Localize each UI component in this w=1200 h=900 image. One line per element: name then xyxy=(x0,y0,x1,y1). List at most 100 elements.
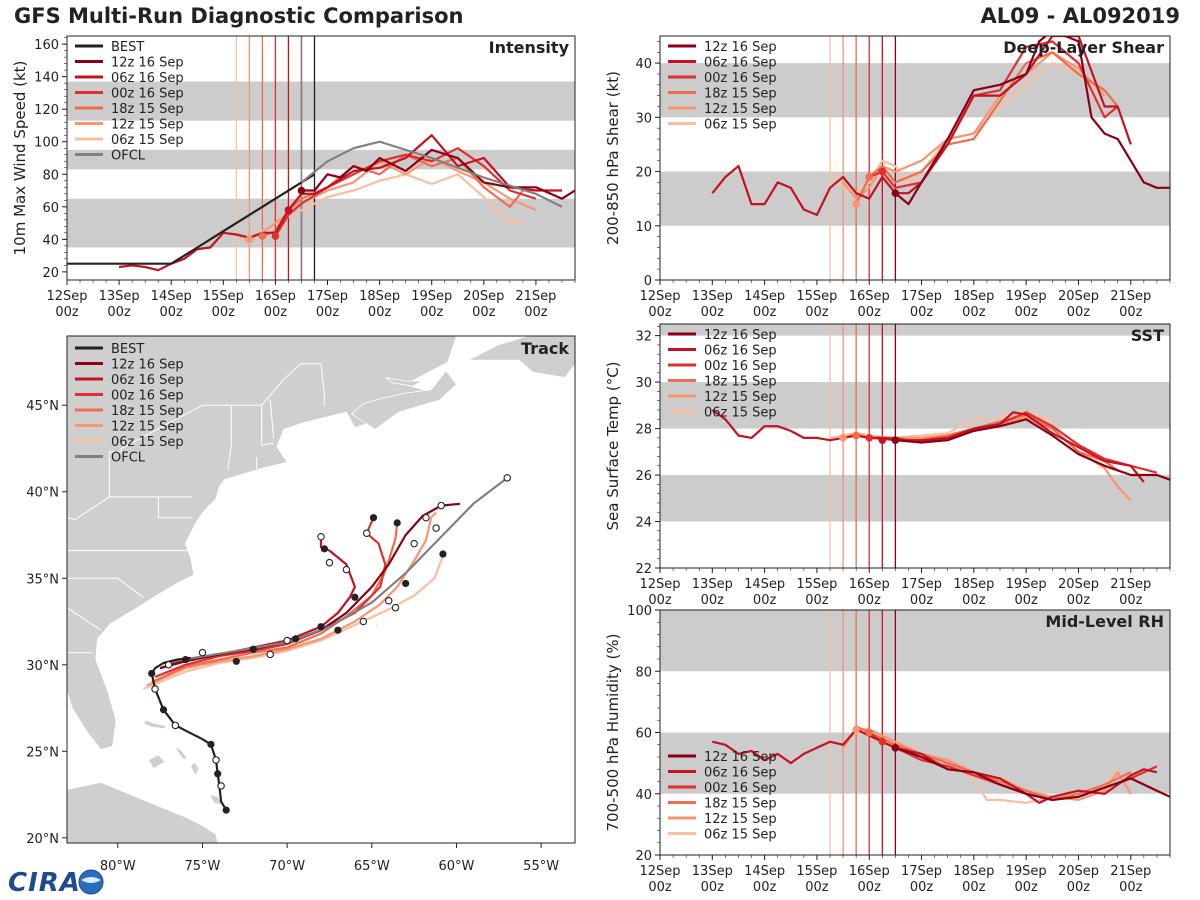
x-tick-label: 17Sep xyxy=(901,577,942,592)
series-line-06z-15-sep xyxy=(829,61,1079,195)
track-point-open xyxy=(198,648,207,657)
bermuda-land xyxy=(373,622,380,628)
legend-label: 18z 15 Sep xyxy=(704,375,777,390)
legend-label: 12z 16 Sep xyxy=(111,56,184,71)
track-point-open xyxy=(503,474,512,482)
y-tick-label: 60 xyxy=(42,201,59,216)
nova-scotia-land xyxy=(350,369,458,430)
x-tick-label: 12Sep xyxy=(639,577,680,592)
x-tick-label: 19Sep xyxy=(1006,577,1047,592)
shade-band xyxy=(67,81,575,121)
x-tick-label: 00z xyxy=(910,593,934,608)
x-tick-label: 00z xyxy=(805,305,829,320)
north-america-land xyxy=(67,336,457,751)
legend-label: 12z 15 Sep xyxy=(704,390,777,405)
x-tick-label: 19Sep xyxy=(411,289,452,304)
x-tick-label: 18Sep xyxy=(953,577,994,592)
x-tick-label: 20Sep xyxy=(463,289,504,304)
x-tick-label: 19Sep xyxy=(1006,864,1047,879)
track-point-open xyxy=(432,524,440,532)
legend-label: 06z 15 Sep xyxy=(704,406,777,421)
legend-label: 12z 16 Sep xyxy=(704,328,777,343)
x-tick-label: 00z xyxy=(701,305,725,320)
x-tick-label: 16Sep xyxy=(849,577,890,592)
x-tick-label: 12Sep xyxy=(46,289,87,304)
init-marker xyxy=(852,431,860,440)
track-line-ofcl xyxy=(163,477,508,665)
legend-label: 12z 16 Sep xyxy=(704,750,777,765)
x-tick-label: 15Sep xyxy=(796,577,837,592)
x-tick-label: 00z xyxy=(805,593,829,608)
x-tick-label: 00z xyxy=(805,880,829,895)
x-tick-label: 00z xyxy=(264,305,288,320)
x-tick-label: 14Sep xyxy=(744,864,785,879)
x-tick-label: 00z xyxy=(107,305,131,320)
legend-label: 12z 16 Sep xyxy=(111,358,184,373)
y-tick-label: 10 xyxy=(635,220,652,235)
init-marker xyxy=(891,744,900,752)
cira-logo: CIRA xyxy=(4,866,108,898)
plot-frame xyxy=(659,323,1171,569)
state-border xyxy=(227,405,232,470)
x-tick-label: 12Sep xyxy=(639,864,680,879)
shade-band xyxy=(660,324,1170,336)
x-tick-label: 16Sep xyxy=(849,289,890,304)
legend-label: 06z 15 Sep xyxy=(111,133,184,148)
x-tick-label: 00z xyxy=(1067,305,1091,320)
x-tick-label: 00z xyxy=(858,305,882,320)
init-marker xyxy=(297,186,306,195)
init-marker xyxy=(865,728,874,737)
panel-title: Intensity xyxy=(489,38,570,57)
storm-id: AL09 - AL092019 xyxy=(980,4,1181,28)
y-tick-label: 40 xyxy=(42,233,59,248)
x-tick-label: 80°W xyxy=(100,859,136,874)
x-tick-label: 00z xyxy=(55,305,79,320)
y-tick-label: 24 xyxy=(635,516,652,531)
panel-track: 80°W 75°W 70°W 65°W 60°W 55°W 20°N 25°N 30°N 35°N… xyxy=(26,335,576,874)
plot-frame xyxy=(66,335,576,844)
x-tick-label: 00z xyxy=(472,305,496,320)
panel-title: Deep-Layer Shear xyxy=(1003,38,1164,57)
series-line-12z-16-sep xyxy=(894,36,1170,206)
legend-label: OFCL xyxy=(111,149,146,164)
track-point-filled xyxy=(369,514,378,522)
x-tick-label: 21Sep xyxy=(515,289,556,304)
y-tick-label: 30 xyxy=(635,111,652,126)
x-tick-label: 20Sep xyxy=(1058,289,1099,304)
x-tick-label: 00z xyxy=(910,880,934,895)
legend-label: 00z 16 Sep xyxy=(111,87,184,102)
x-tick-label: 00z xyxy=(701,593,725,608)
x-tick-label: 17Sep xyxy=(901,289,942,304)
x-tick-label: 13Sep xyxy=(692,864,733,879)
x-tick-label: 00z xyxy=(1067,880,1091,895)
y-tick-label: 26 xyxy=(635,469,652,484)
cira-logo-text: CIRA xyxy=(8,868,81,898)
x-tick-label: 00z xyxy=(1119,593,1143,608)
track-point-filled xyxy=(214,770,222,778)
x-tick-label: 19Sep xyxy=(1006,289,1047,304)
track-point-filled xyxy=(181,655,190,664)
track-point-filled xyxy=(232,657,240,665)
series-line-12z-16-sep xyxy=(301,148,575,200)
series-group xyxy=(67,134,575,272)
init-marker xyxy=(245,235,254,244)
track-point-filled xyxy=(159,706,168,714)
track-point-open xyxy=(410,539,418,548)
x-tick-label: 00z xyxy=(1119,880,1143,895)
y-tick-label: 20 xyxy=(635,849,652,864)
panel-mid-level-rh: 2040608010012Sep00z13Sep00z14Sep00z15Sep… xyxy=(604,604,1171,895)
y-axis-label: 200-850 hPa Shear (kt) xyxy=(604,71,622,245)
x-tick-label: 00z xyxy=(1119,305,1143,320)
map-area xyxy=(67,336,575,843)
legend-label: 00z 16 Sep xyxy=(704,781,777,796)
init-marker xyxy=(852,200,860,208)
x-tick-label: 16Sep xyxy=(849,864,890,879)
x-tick-label: 00z xyxy=(858,593,882,608)
shade-band xyxy=(660,171,1170,226)
legend-label: BEST xyxy=(111,342,144,357)
pei-land xyxy=(385,377,423,387)
